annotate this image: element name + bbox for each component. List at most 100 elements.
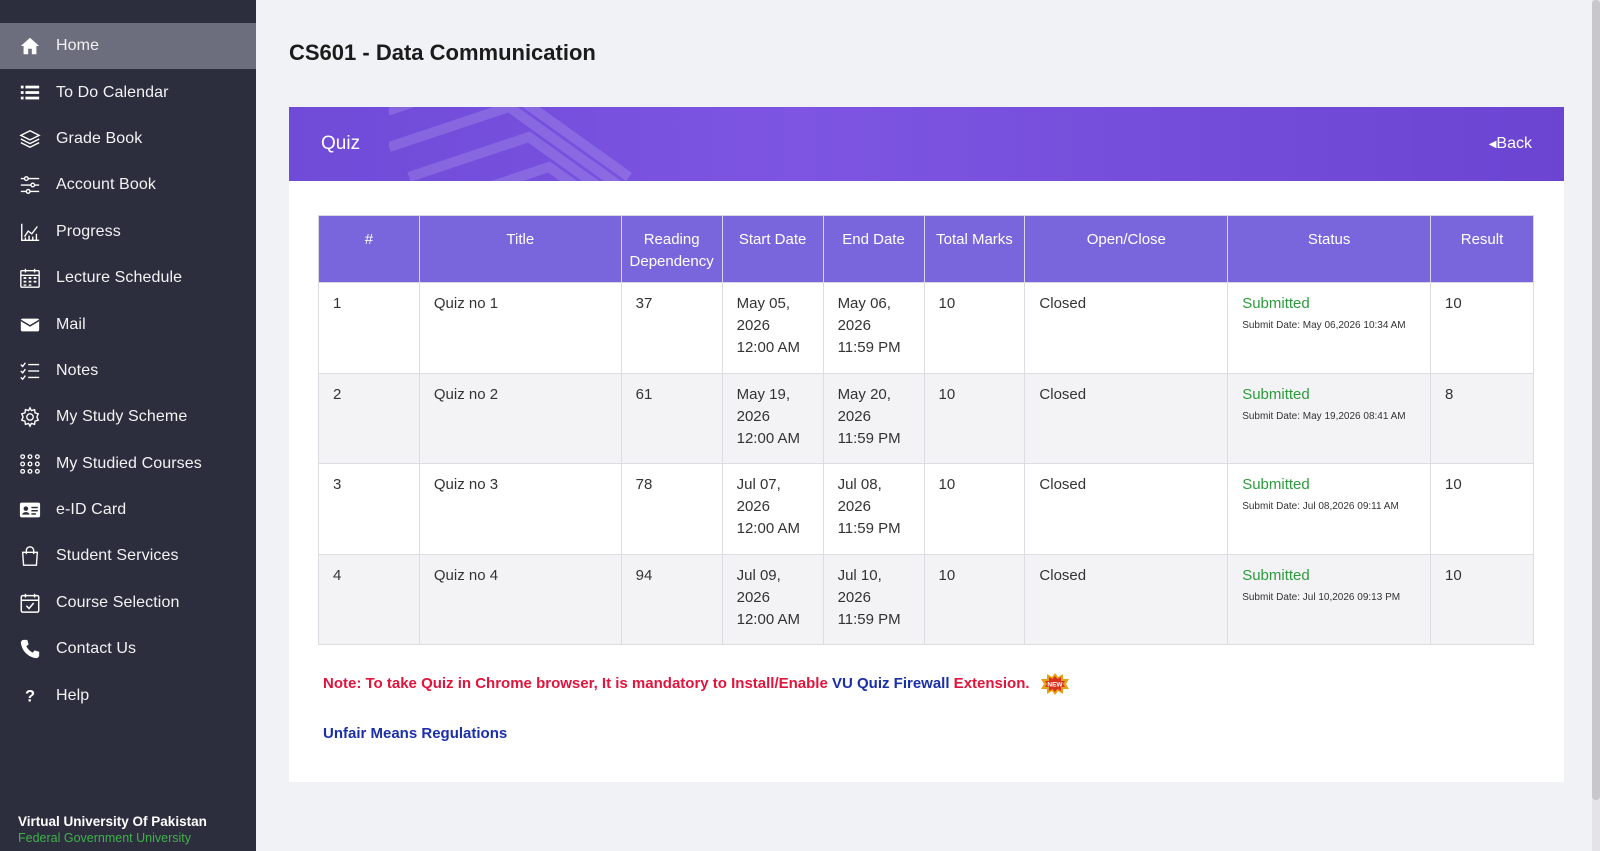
start-date-cell-line: May 05, [736,295,790,312]
total-marks-cell: 10 [923,553,1026,645]
sidebar-item-label: Course Selection [56,593,180,611]
header-pattern-decoration [389,107,632,181]
status-cell: Submitted Submit Date: May 06,2026 10:34 … [1227,282,1432,374]
quiz-card: Quiz ◀Back # Title Reading Dependency Start… [289,107,1564,782]
quiz-title-cell: Quiz no 2 [418,372,622,464]
sidebar-item-label: Progress [56,222,121,240]
start-date-cell: Jul 07, 2026 12:00 AM [721,463,824,555]
open-close-cell: Closed [1024,463,1229,555]
back-link[interactable]: ◀Back [1489,135,1532,153]
card-header: Quiz ◀Back [289,107,1564,181]
column-header: # [318,215,420,283]
end-date-cell-line: 2026 [837,588,871,606]
sidebar-item-to-do-calendar[interactable]: To Do Calendar [0,69,256,115]
sidebar-item-progress[interactable]: Progress [0,209,256,255]
sidebar-item-label: Account Book [56,176,156,194]
unfair-means-regulations-link[interactable]: Unfair Means Regulations [323,725,508,742]
row-number-cell: 2 [318,372,420,464]
scrollbar-thumb[interactable] [1592,0,1600,800]
chart-icon [18,220,42,244]
page-title: CS601 - Data Communication [289,40,596,65]
end-date-cell-line: Jul 08, [837,476,882,493]
sidebar-item-student-services[interactable]: Student Services [0,533,256,579]
column-header: Status [1227,215,1432,283]
reading-dependency-cell: 37 [620,282,723,374]
start-date-cell: May 05, 2026 12:00 AM [721,282,824,374]
submit-date: Submit Date: Jul 10,2026 09:13 PM [1242,591,1401,603]
sidebar-item-label: Contact Us [56,640,137,658]
table-header-row: # Title Reading Dependency Start Date End Da… [318,215,1534,283]
sidebar-item-label: Notes [56,361,99,379]
end-date-cell-line: 11:59 PM [837,429,901,447]
sidebar-item-label: Mail [56,315,86,333]
start-date-cell-line: Jul 07, [736,476,781,493]
sidebar-item-help[interactable]: ? Help [0,672,256,718]
firewall-link[interactable]: VU Quiz Firewall [831,674,950,692]
sidebar-item-my-studied-courses[interactable]: My Studied Courses [0,441,256,487]
brand-name: Virtual University Of Pakistan [18,814,207,829]
mail-icon [18,313,42,337]
reading-dependency-cell: 61 [620,372,723,464]
submit-date: Submit Date: Jul 08,2026 09:11 AM [1242,501,1399,512]
sidebar-item-home[interactable]: Home [0,23,256,70]
sidebar-item-label: e-ID Card [56,501,127,519]
sidebar-item-grade-book[interactable]: Grade Book [0,116,256,162]
page-scrollbar[interactable] [1592,0,1600,851]
calendar-check-icon [18,591,42,615]
quiz-title-cell: Quiz no 1 [418,282,622,374]
sidebar-item-label: Lecture Schedule [56,269,183,287]
sidebar-item-label: Student Services [56,547,179,565]
open-close-cell: Closed [1024,553,1229,645]
result-cell: 10 [1430,463,1534,555]
end-date-cell-line: 11:59 PM [837,610,901,628]
end-date-cell: May 06, 2026 11:59 PM [822,282,925,374]
reading-dependency-cell: 78 [620,463,723,555]
status-label: Submitted [1242,566,1310,584]
status-cell: Submitted Submit Date: Jul 10,2026 09:13 … [1227,553,1432,645]
row-number-cell: 4 [318,553,420,645]
start-date-cell-line: May 19, [736,385,790,403]
sidebar-item-account-book[interactable]: Account Book [0,162,256,208]
sidebar-item-lecture-schedule[interactable]: Lecture Schedule [0,255,256,301]
sliders-icon [18,173,42,197]
shopping-bag-icon [18,544,42,568]
sidebar-item-contact-us[interactable]: Contact Us [0,626,256,672]
reading-dependency-cell: 94 [620,553,723,645]
end-date-cell-line: Jul 10, [837,566,882,584]
sidebar: Home To Do Calendar Grade Book Account Book… [0,0,256,851]
sidebar-item-my-study-scheme[interactable]: My Study Scheme [0,394,256,440]
column-header: Title [418,215,622,283]
phone-icon [18,637,42,661]
start-date-cell-line: 12:00 AM [736,429,801,447]
id-card-icon [18,498,42,522]
sidebar-item-mail[interactable]: Mail [0,301,256,347]
sidebar-item-label: My Study Scheme [56,408,188,426]
new-badge-icon: NEW [1040,673,1069,695]
end-date-cell: Jul 08, 2026 11:59 PM [822,463,925,555]
end-date-cell-line: May 06, [837,295,891,312]
dots-grid-icon [18,452,42,476]
sidebar-item-e-id-card[interactable]: e-ID Card [0,487,256,533]
column-header: Result [1430,215,1534,283]
open-close-cell: Closed [1024,282,1229,374]
start-date-cell-line: 2026 [736,317,770,334]
sidebar-item-label: My Studied Courses [56,454,202,472]
table-body: 1 Quiz no 1 37 May 05, 2026 12:00 AM May 06, 20… [318,282,1534,645]
column-header: Total Marks [923,215,1026,283]
start-date-cell-line: 2026 [736,498,770,515]
result-cell: 10 [1430,553,1534,645]
back-label: Back [1496,135,1532,152]
table-row: 3 Quiz no 3 78 Jul 07, 2026 12:00 AM Jul 08, 20… [318,463,1534,555]
sidebar-item-notes[interactable]: Notes [0,348,256,394]
svg-text:?: ? [25,687,35,705]
row-number-cell: 3 [318,463,420,555]
row-number-cell: 1 [318,282,420,374]
caret-left-icon: ◀ [1488,139,1497,150]
result-cell: 10 [1430,282,1534,374]
sidebar-item-course-selection[interactable]: Course Selection [0,580,256,626]
column-header: End Date [822,215,925,283]
note-prefix: Note: To take Quiz in Chrome browser, It… [323,674,832,692]
sidebar-item-label: Home [56,37,100,55]
total-marks-cell: 10 [923,372,1026,464]
column-header: Reading Dependency [620,215,723,283]
